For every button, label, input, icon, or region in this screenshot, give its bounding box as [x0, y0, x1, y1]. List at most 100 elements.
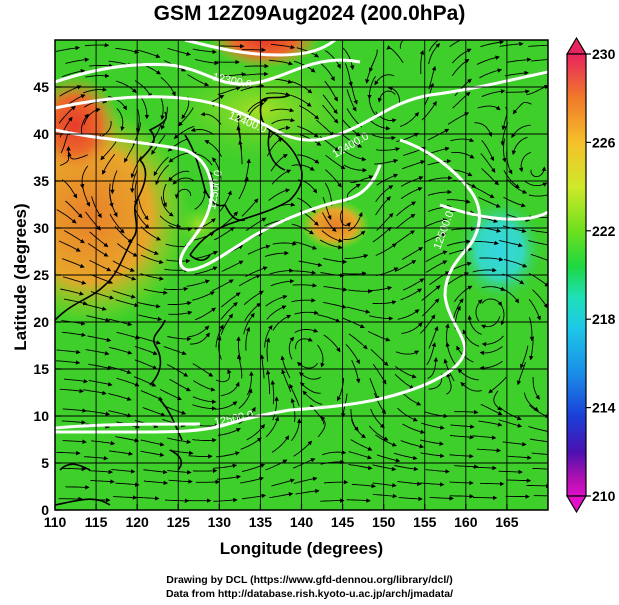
- streamline-arrow: [134, 80, 152, 98]
- streamline-arrow: [460, 381, 482, 392]
- colorbar-top-triangle: [565, 36, 588, 55]
- streamline-arrow: [173, 125, 195, 139]
- streamline-arrow: [272, 241, 297, 246]
- streamline-arrow: [375, 147, 401, 152]
- colorbar-tick-label: 230: [592, 46, 616, 62]
- streamline-arrow: [419, 439, 444, 446]
- streamline-arrow: [115, 299, 139, 308]
- streamline-arrow: [292, 283, 317, 288]
- streamline-arrow: [293, 241, 318, 250]
- streamline-arrow: [89, 63, 114, 69]
- streamline-arrow: [168, 479, 193, 484]
- streamline-arrow: [188, 325, 210, 338]
- streamline-arrow: [142, 407, 166, 417]
- streamline-arrow: [56, 360, 81, 365]
- streamline-arrow: [65, 57, 90, 64]
- streamline-arrow: [419, 314, 436, 334]
- streamline-arrow: [167, 336, 192, 342]
- x-tick-label: 130: [208, 514, 232, 530]
- graticule: [55, 40, 548, 510]
- streamline-arrow: [61, 466, 87, 472]
- streamline-arrow: [450, 424, 475, 429]
- streamline-arrow: [532, 377, 540, 400]
- streamline-arrow: [369, 378, 380, 401]
- streamline-arrow: [295, 337, 313, 350]
- streamline-arrow: [219, 211, 239, 229]
- streamline-arrow: [504, 70, 529, 77]
- streamline-arrow: [220, 301, 238, 320]
- streamline-arrow: [370, 348, 389, 367]
- streamline-arrow: [296, 361, 318, 369]
- y-tick-label: 45: [33, 79, 49, 95]
- streamline-arrow: [375, 196, 391, 216]
- streamline-arrow: [192, 363, 214, 377]
- streamline-arrow: [56, 450, 81, 456]
- streamline-arrow: [343, 150, 367, 162]
- streamline-arrow: [58, 105, 76, 124]
- streamline-arrow: [136, 301, 161, 309]
- streamline-arrow: [400, 391, 422, 406]
- streamline-arrow: [63, 230, 85, 244]
- streamline-arrow: [90, 479, 115, 484]
- streamline-arrow: [244, 302, 262, 321]
- streamline-arrow: [526, 483, 548, 489]
- streamline-arrow: [293, 458, 316, 469]
- streamline-arrow: [212, 463, 238, 469]
- streamline-arrow: [60, 288, 84, 296]
- streamline-arrow: [240, 83, 265, 92]
- streamline-arrow: [324, 182, 334, 207]
- streamline-arrow: [247, 244, 271, 255]
- x-tick-label: 150: [372, 514, 396, 530]
- streamline-arrow: [402, 423, 425, 434]
- streamline-arrow: [450, 137, 475, 143]
- streamline-arrow: [481, 89, 506, 98]
- streamline-arrow: [108, 366, 132, 374]
- streamline-arrow: [322, 104, 339, 124]
- streamline-arrow: [140, 254, 164, 265]
- streamline-arrow: [59, 146, 71, 166]
- streamline-arrow: [195, 479, 220, 485]
- streamline-arrow: [61, 420, 87, 425]
- streamline-arrow: [191, 151, 213, 166]
- streamline-arrow: [529, 438, 548, 443]
- streamline-arrow: [394, 465, 419, 472]
- streamline-arrow: [367, 330, 391, 342]
- x-axis-ticks: 110 115 120 125 130 135 140 145 150 155 160 165: [44, 504, 519, 530]
- streamline-arrow: [480, 153, 496, 173]
- streamline-arrow: [112, 290, 136, 299]
- streamline-arrow: [348, 333, 368, 350]
- streamline-arrow: [317, 314, 341, 323]
- streamline-arrow: [428, 175, 453, 181]
- streamline-arrow: [124, 141, 136, 163]
- streamline-arrow: [136, 243, 159, 255]
- streamline-arrow: [474, 240, 499, 246]
- streamline-arrow: [220, 381, 240, 397]
- streamline-arrow: [478, 196, 501, 208]
- streamline-arrow: [348, 289, 373, 294]
- streamline-arrow: [136, 108, 141, 133]
- streamline-arrow: [189, 332, 210, 345]
- streamline-arrow: [61, 331, 86, 337]
- streamline-arrow: [302, 390, 323, 405]
- streamline-arrow: [372, 300, 397, 305]
- streamline-arrow: [377, 90, 396, 103]
- streamline-arrow: [321, 230, 344, 243]
- streamline-arrow: [420, 482, 445, 487]
- y-axis-label: Latitude (degrees): [11, 203, 30, 351]
- streamline-arrow: [345, 344, 360, 365]
- streamline-arrow: [270, 154, 288, 172]
- streamline-arrow: [138, 198, 149, 221]
- streamline-arrow: [89, 231, 109, 248]
- coastlines: [55, 94, 303, 506]
- streamline-arrow: [374, 74, 395, 86]
- streamline-arrow: [265, 369, 271, 395]
- colorbar-tick-label: 218: [592, 311, 616, 327]
- streamline-arrow: [368, 118, 391, 131]
- streamline-arrow: [240, 437, 262, 450]
- streamline-arrow: [65, 200, 83, 219]
- streamline-arrow: [472, 465, 497, 471]
- streamline-arrow: [375, 434, 397, 447]
- streamline-arrow: [451, 48, 472, 64]
- streamline-arrow: [221, 260, 244, 272]
